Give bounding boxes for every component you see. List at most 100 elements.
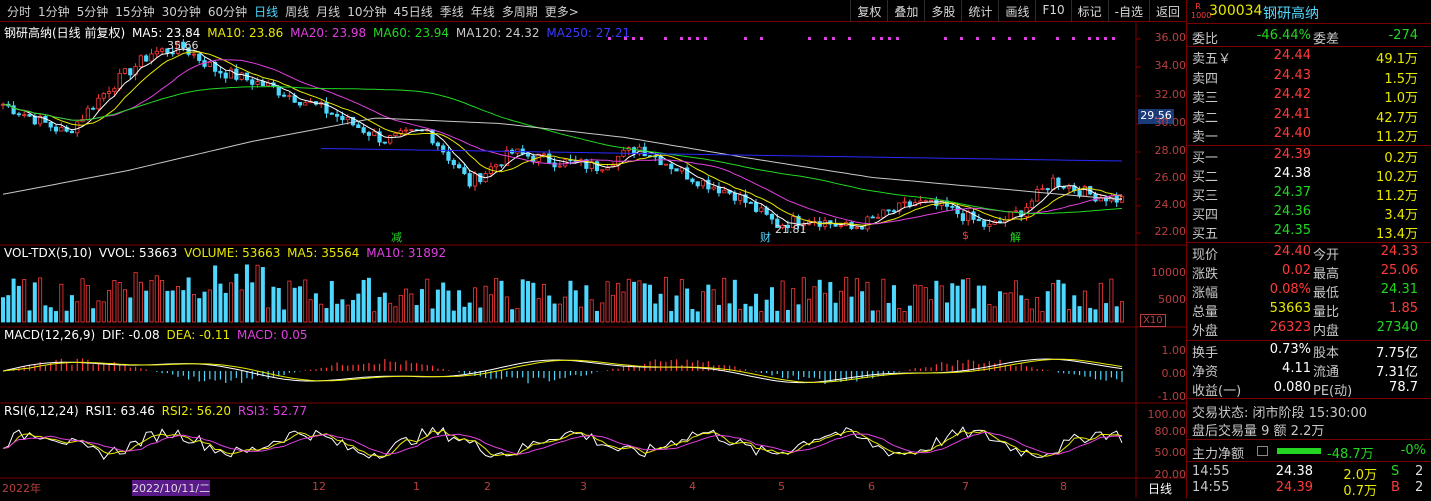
signal-dot bbox=[848, 37, 851, 40]
date-label: 2022/10/11/二 bbox=[132, 480, 211, 496]
volume-bar bbox=[764, 299, 769, 323]
event-mark[interactable]: $ bbox=[962, 229, 969, 242]
signal-dot bbox=[704, 37, 707, 40]
candle-body bbox=[207, 61, 212, 67]
level-volume: 42.7万 bbox=[1376, 110, 1418, 126]
tool-button-6[interactable]: 标记 bbox=[1070, 0, 1108, 22]
period-tab-10[interactable]: 45日线 bbox=[393, 5, 433, 19]
volume-bar bbox=[520, 279, 525, 323]
rsi1-line bbox=[2, 426, 1123, 460]
tool-button-5[interactable]: F10 bbox=[1035, 0, 1070, 22]
rsi-axis-tick: 20.00 bbox=[1154, 468, 1187, 481]
rsi3-label: RSI3: 52.77 bbox=[237, 404, 308, 418]
period-tab-4[interactable]: 30分钟 bbox=[161, 5, 201, 19]
candle-body bbox=[388, 135, 393, 144]
stat-row: 涨跌 0.02 最高 25.06 bbox=[1187, 263, 1431, 282]
tool-buttons: 复权 叠加 多股 统计 画线 F10 标记 -自选 返回 bbox=[850, 0, 1186, 22]
period-tab-11[interactable]: 季线 bbox=[439, 5, 464, 19]
period-tab-12[interactable]: 年线 bbox=[470, 5, 495, 19]
period-tab-13[interactable]: 多周期 bbox=[501, 5, 538, 19]
volume-bar bbox=[1098, 282, 1103, 323]
period-tab-0[interactable]: 分时 bbox=[7, 5, 32, 19]
volume-bar bbox=[382, 292, 387, 323]
candle-body bbox=[22, 114, 27, 116]
weicha-value: -274 bbox=[1388, 28, 1418, 43]
candle-body bbox=[324, 102, 329, 114]
candle-body bbox=[106, 91, 112, 94]
volume-bar bbox=[462, 306, 467, 323]
volume-bar bbox=[1035, 296, 1040, 323]
period-tab-5[interactable]: 60分钟 bbox=[207, 5, 248, 19]
volume-bar bbox=[998, 291, 1003, 323]
signal-dot bbox=[992, 37, 995, 40]
period-tab-2[interactable]: 5分钟 bbox=[76, 5, 109, 19]
candle-body bbox=[1045, 188, 1050, 191]
ma60-line bbox=[2, 86, 1123, 215]
event-mark[interactable]: 减 bbox=[391, 231, 402, 244]
price-axis-tick: 26.00 bbox=[1154, 171, 1187, 184]
period-tab-1[interactable]: 1分钟 bbox=[38, 5, 70, 19]
period-tab-7[interactable]: 周线 bbox=[285, 5, 310, 19]
volume-bar bbox=[547, 295, 552, 323]
chart-canvas[interactable] bbox=[0, 22, 1186, 498]
weibi-value: -46.44% bbox=[1256, 28, 1311, 43]
candle-body bbox=[504, 149, 509, 166]
candle-body bbox=[796, 216, 801, 226]
volume-bar bbox=[85, 285, 90, 323]
period-tab-14[interactable]: 更多> bbox=[544, 5, 579, 19]
period-tab-9[interactable]: 10分钟 bbox=[347, 5, 387, 19]
candle-body bbox=[870, 216, 875, 219]
tool-button-1[interactable]: 叠加 bbox=[887, 0, 924, 22]
period-tab-8[interactable]: 月线 bbox=[316, 5, 341, 19]
stat-label: 内盘 bbox=[1313, 324, 1340, 339]
volume-bar bbox=[605, 281, 610, 323]
volume-bar bbox=[1003, 292, 1008, 323]
event-mark[interactable]: 财 bbox=[760, 231, 771, 244]
event-mark[interactable]: 解 bbox=[1010, 231, 1021, 244]
candle-body bbox=[48, 122, 53, 128]
volume-bar bbox=[1051, 283, 1056, 323]
vol-axis-tick: 5000 bbox=[1158, 293, 1186, 306]
volume-bar bbox=[313, 293, 318, 323]
volume-bar bbox=[419, 289, 424, 323]
volume-bar bbox=[632, 281, 637, 323]
tool-button-4[interactable]: 画线 bbox=[998, 0, 1035, 22]
tool-button-8[interactable]: 返回 bbox=[1148, 0, 1186, 22]
volume-bar bbox=[16, 285, 21, 323]
rsi1-label: RSI1: 63.46 bbox=[85, 404, 155, 418]
main-flow-label: 主力净额 bbox=[1192, 447, 1245, 462]
period-tab-3[interactable]: 15分钟 bbox=[115, 5, 155, 19]
candle-body bbox=[345, 116, 350, 121]
stat-label: 今开 bbox=[1313, 248, 1340, 263]
candle-body bbox=[525, 153, 531, 157]
tool-button-2[interactable]: 多股 bbox=[924, 0, 961, 22]
volume-bar bbox=[838, 290, 843, 323]
tool-button-3[interactable]: 统计 bbox=[961, 0, 998, 22]
candle-body bbox=[446, 151, 451, 161]
volume-bar bbox=[117, 282, 122, 323]
ask-row: 卖五￥ 24.44 49.1万 bbox=[1187, 48, 1431, 67]
kline-chart-area[interactable]: 钢研高纳(日线 前复权) MA5: 23.84 MA10: 23.86 MA20… bbox=[0, 22, 1186, 498]
candle-body bbox=[159, 48, 165, 52]
tool-button-0[interactable]: 复权 bbox=[850, 0, 887, 22]
volume-bar bbox=[754, 293, 759, 323]
stat-label: 涨幅 bbox=[1192, 286, 1219, 301]
candle-body bbox=[785, 224, 790, 229]
candle-body bbox=[1040, 188, 1045, 190]
volume-bar bbox=[865, 281, 870, 323]
volume-bar bbox=[276, 288, 281, 323]
volume-bar bbox=[812, 286, 817, 323]
tool-button-7[interactable]: -自选 bbox=[1107, 0, 1149, 22]
main-flow-row[interactable]: 主力净额 -48.7万 -0% bbox=[1187, 443, 1431, 462]
volume-bar bbox=[144, 290, 149, 323]
level-price: 24.41 bbox=[1273, 106, 1311, 122]
candle-body bbox=[907, 201, 912, 207]
main-flow-pct: -0% bbox=[1400, 443, 1426, 458]
volume-bar bbox=[526, 281, 531, 323]
period-tab-6[interactable]: 日线 bbox=[254, 5, 279, 19]
signal-dot bbox=[896, 37, 899, 40]
menu-icon[interactable] bbox=[1257, 446, 1268, 456]
volume-bar bbox=[663, 277, 668, 323]
volume-bar bbox=[234, 273, 239, 323]
stat-row: 涨幅 0.08% 最低 24.31 bbox=[1187, 282, 1431, 301]
